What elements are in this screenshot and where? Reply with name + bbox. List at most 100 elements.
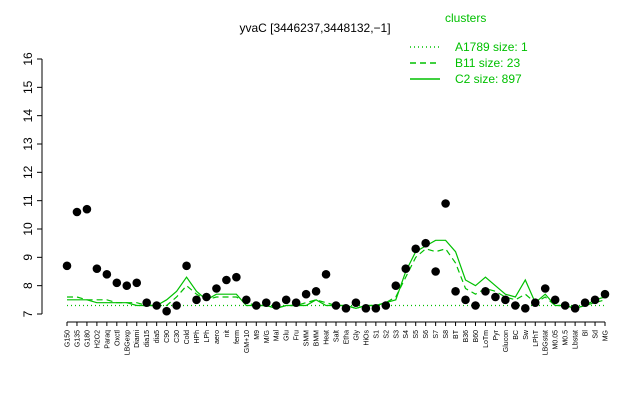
data-point [491,292,500,302]
x-tick-label: M/G [264,330,271,343]
x-tick-label: S7 [433,330,440,339]
data-point [431,267,440,276]
x-tick-label: B36 [463,330,470,343]
y-tick-label: 13 [21,137,35,151]
data-point [152,301,161,310]
x-tick-label: Heat [324,330,331,345]
data-point [172,301,181,310]
x-tick-label: S8 [443,330,450,339]
data-point [570,304,580,313]
data-point [102,270,112,279]
data-point [281,295,291,305]
data-point [361,304,371,313]
x-tick-label: BC [513,330,520,340]
y-tick-label: 10 [21,222,35,236]
y-tick-label: 9 [21,254,35,261]
x-tick-label: Salt [334,330,341,342]
data-point [341,304,351,313]
data-point [331,301,341,310]
x-tick-label: Gly [353,330,360,341]
x-tick-label: Lbstat [573,330,580,349]
chart-title: yvaC [3446237,3448132,−1] [239,21,390,35]
x-tick-label: HiOs [363,330,370,346]
x-tick-label: C30 [174,330,181,343]
data-point [301,289,311,299]
x-tick-label: G150 [65,330,72,347]
x-tick-label: LoTm [483,330,490,348]
x-tick-label: Bl [583,330,590,337]
data-point [351,298,361,307]
x-tick-label: BT [453,329,460,339]
data-point [291,298,301,307]
x-tick-label: Oxctl [114,330,121,346]
data-point [550,295,560,305]
x-tick-label: LPh [204,330,211,343]
y-tick-label: 16 [21,52,35,66]
legend-title: clusters [445,11,486,25]
x-tick-label: Sd [593,330,600,339]
data-point [132,278,142,288]
x-tick-label: dia15 [144,330,151,347]
x-tick-label: M9 [254,330,261,340]
y-tick-label: 7 [21,310,35,317]
data-point [261,298,271,307]
data-point [242,295,251,305]
data-point [371,304,381,313]
x-tick-label: Glu [284,330,291,341]
x-tick-label: SMM [304,330,311,347]
data-point [451,287,460,296]
data-point [590,295,600,305]
data-point [251,301,261,310]
data-point [540,284,550,293]
x-tick-label: MG [603,330,610,341]
data-point [212,284,221,293]
data-point [271,301,281,310]
x-tick-label: Diami [134,330,141,348]
data-point [82,204,92,214]
x-tick-label: Etha [343,330,350,345]
data-point [511,301,520,310]
x-tick-label: LBGexp [124,330,131,355]
data-point [481,287,490,296]
x-tick-label: S6 [423,330,430,339]
x-tick-label: B60 [473,330,480,343]
data-point [600,289,610,299]
data-point [461,295,470,305]
x-tick-label: S4 [403,330,410,339]
x-tick-label: Pyr [493,329,500,340]
data-point [580,298,590,307]
x-tick-label: S1 [373,330,380,339]
data-point [321,270,331,279]
x-tick-label: Mal [274,330,281,342]
x-tick-label: LBGstat [543,330,550,355]
x-tick-label: H2O2 [94,330,101,348]
data-point [391,281,401,290]
x-tick-label: Fru [294,330,301,341]
data-point [530,298,540,307]
x-tick-label: GM+10 [244,330,251,353]
data-point [162,306,171,316]
x-tick-label: ferm [234,330,241,344]
data-point [122,281,132,290]
legend-label: C2 size: 897 [455,72,522,86]
y-tick-label: 8 [21,282,35,289]
data-point [92,264,102,273]
data-point [192,295,201,305]
data-point [560,301,570,310]
x-tick-label: LPhT [533,329,540,346]
data-point [232,272,241,282]
legend-label: A1789 size: 1 [455,40,528,54]
x-tick-label: C90 [164,330,171,343]
data-point [182,261,191,271]
data-point [62,261,72,271]
x-tick-label: S2 [383,330,390,339]
data-point [311,287,321,296]
y-tick-label: 14 [21,109,35,123]
data-point [142,298,152,307]
x-tick-label: M0.5 [563,330,570,346]
y-tick-label: 11 [21,194,35,207]
data-point [222,275,231,285]
data-point [381,301,391,310]
data-point [421,238,430,248]
x-tick-label: G135 [74,330,81,347]
